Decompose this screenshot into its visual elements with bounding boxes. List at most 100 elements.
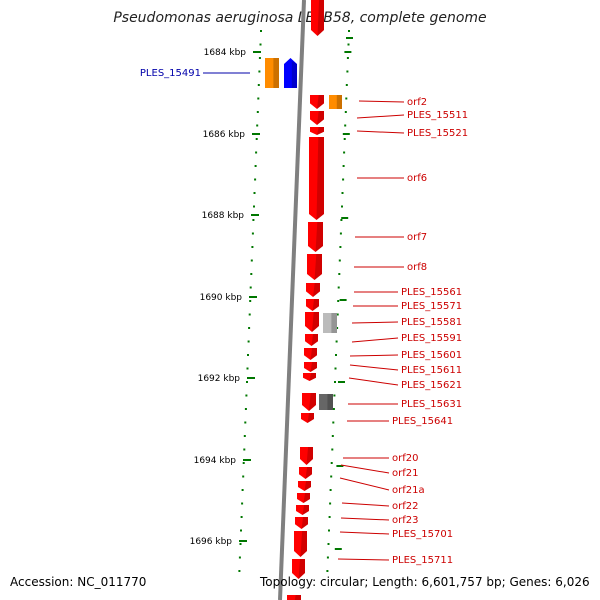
gene-forward-15-body xyxy=(301,413,314,423)
guide-dot xyxy=(337,300,340,302)
gene-orf2 xyxy=(329,95,342,109)
guide-dot xyxy=(341,192,344,194)
guide-dot xyxy=(256,124,259,127)
gene-forward-8 xyxy=(306,299,319,311)
gene-orange-left xyxy=(265,58,279,88)
gene-forward-7-shade xyxy=(313,283,320,297)
gene-forward-13 xyxy=(303,373,316,381)
guide-dot xyxy=(340,219,343,221)
guide-dot xyxy=(250,273,253,275)
gene-forward-20-shade xyxy=(302,505,309,515)
gene-forward-1-shade xyxy=(317,95,324,109)
gene-forward-12-shade xyxy=(310,362,317,372)
guide-dot xyxy=(339,246,342,248)
guide-dot xyxy=(342,178,345,181)
gene-forward-16-body xyxy=(300,447,313,465)
label-leader xyxy=(339,477,390,491)
gene-forward-16 xyxy=(300,447,313,465)
gene-forward-4-body xyxy=(309,137,324,220)
gene-ples-15491 xyxy=(284,58,297,88)
guide-dot xyxy=(337,286,340,289)
gene-label-orf23: orf23 xyxy=(392,515,418,526)
guide-dot xyxy=(249,300,252,302)
gene-forward-17-shade xyxy=(305,467,312,479)
gene-forward-6 xyxy=(307,254,322,280)
guide-dot xyxy=(242,462,245,464)
gene-forward-23-shade xyxy=(298,559,305,579)
label-leader xyxy=(356,130,405,134)
guide-dot xyxy=(240,529,242,532)
gene-forward-10-shade xyxy=(311,334,318,346)
gene-forward-6-shade xyxy=(314,254,322,280)
gene-label-ples_15701: PLES_15701 xyxy=(392,529,453,540)
gene-forward-13-body xyxy=(303,373,316,381)
guide-dot xyxy=(258,70,261,73)
gene-forward-21-body xyxy=(295,517,308,529)
scale-tick-label: 1684 kbp xyxy=(204,48,247,58)
guide-dot xyxy=(249,286,252,289)
scale-tick-label: 1686 kbp xyxy=(203,130,246,140)
gene-forward-17-body xyxy=(299,467,312,479)
guide-dot xyxy=(243,435,246,437)
gene-forward-19-body xyxy=(297,493,310,503)
gene-label-orf2: orf2 xyxy=(407,97,427,108)
gene-forward-22-body xyxy=(294,531,307,557)
gene-forward-23-body xyxy=(292,559,305,579)
gene-labels: PLES_15491 orf2 PLES_15511 PLES_15521 orf6 or… xyxy=(140,68,468,566)
guide-dot xyxy=(326,556,329,559)
guide-dot xyxy=(330,462,333,464)
gene-orange-left-body xyxy=(265,58,279,88)
gene-bottom-partial xyxy=(287,595,301,600)
topology-text: Topology: circular; Length: 6,601,757 bp… xyxy=(260,575,590,589)
gene-forward-18 xyxy=(298,481,311,491)
gene-label-ples_15561: PLES_15561 xyxy=(401,287,462,298)
gene-bottom-partial-body xyxy=(287,595,301,600)
gene-label-ples_15641: PLES_15641 xyxy=(392,416,453,427)
gene-forward-19-shade xyxy=(303,493,310,503)
gene-forward-22-shade xyxy=(300,531,307,557)
label-leader xyxy=(351,337,399,343)
guide-dot xyxy=(259,43,262,46)
gene-forward-2-shade xyxy=(317,111,324,125)
gene-top-partial-shade xyxy=(317,0,324,36)
gene-label-left: PLES_15491 xyxy=(140,68,201,79)
guide-dot xyxy=(244,421,247,424)
gene-forward-15 xyxy=(301,413,314,423)
gene-label-ples_15611: PLES_15611 xyxy=(401,365,462,376)
guide-dot xyxy=(241,502,244,505)
gene-forward-3-body xyxy=(310,127,324,135)
guide-dot xyxy=(334,367,337,370)
gene-forward-12-body xyxy=(304,362,317,372)
gene-pseudo-light-body xyxy=(323,313,337,333)
gene-forward-19 xyxy=(297,493,310,503)
guide-dot xyxy=(329,502,332,505)
guide-dot xyxy=(341,205,343,208)
guide-dot xyxy=(241,489,244,491)
guide-dot xyxy=(344,111,347,113)
guide-dot xyxy=(336,327,339,329)
guide-dot xyxy=(253,192,256,194)
accession-text: Accession: NC_011770 xyxy=(10,575,147,589)
gene-label-ples_15711: PLES_15711 xyxy=(392,555,453,566)
gene-forward-23 xyxy=(292,559,305,579)
guide-dot xyxy=(260,30,262,32)
gene-forward-18-body xyxy=(298,481,311,491)
gene-orf2-body xyxy=(329,95,342,109)
gene-forward-9 xyxy=(305,312,319,332)
gene-forward-1-body xyxy=(310,95,324,109)
label-leader xyxy=(348,377,399,386)
label-leader xyxy=(349,364,399,371)
gene-forward-9-body xyxy=(305,312,319,332)
gene-forward-18-shade xyxy=(304,481,311,491)
guide-dot xyxy=(248,327,251,329)
gene-label-ples_15581: PLES_15581 xyxy=(401,317,462,328)
gene-forward-8-shade xyxy=(312,299,319,311)
gene-forward-9-shade xyxy=(312,312,319,332)
guide-dot xyxy=(332,408,335,410)
guide-dot xyxy=(256,111,259,113)
guide-dot xyxy=(328,529,330,532)
guide-dot xyxy=(346,57,349,59)
gene-forward-3-shade xyxy=(317,127,324,135)
scale-tick-label: 1692 kbp xyxy=(198,374,241,384)
